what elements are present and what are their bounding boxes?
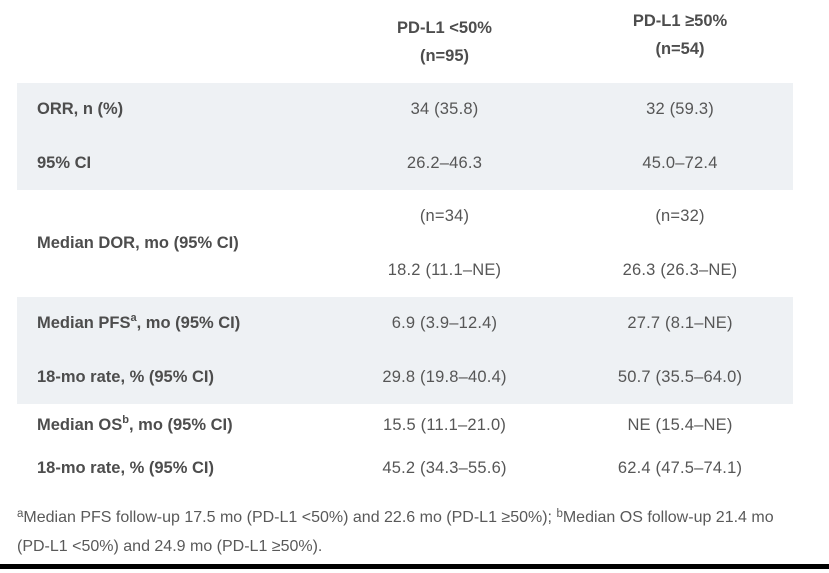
cell-pfs-low: 6.9 (3.9–12.4) [391,314,498,333]
bottom-divider-bar [0,564,829,569]
header-pdl1-low-line2: (n=95) [419,46,470,65]
cell-pfs-high: 27.7 (8.1–NE) [627,314,733,333]
header-pdl1-high: PD-L1 ≥50% (n=54) [567,0,793,76]
footnote-superscript-b: b [556,508,563,520]
header-pdl1-low-line1: PD-L1 <50% [397,18,492,37]
header-pdl1-high-line2: (n=54) [655,39,705,58]
row-label-os-18mo: 18-mo rate, % (95% CI) [37,459,214,477]
cell-pfs-18mo-high: 50.7 (35.5–64.0) [617,367,743,386]
os-label-prefix: Median OS [37,416,123,434]
row-label-pfs: Median PFS a, mo (95% CI) [17,297,322,351]
row-label-pfs-18mo: 18-mo rate, % (95% CI) [37,367,214,386]
section-orr: ORR, n (%) 34 (35.8) 32 (59.3) 95% CI 26… [17,83,793,190]
table-footnote: aMedian PFS follow-up 17.5 mo (PD-L1 <50… [17,490,807,561]
section-pfs: Median PFS a, mo (95% CI) 6.9 (3.9–12.4) … [17,297,793,404]
row-label-os: Median OS b, mo (95% CI) [17,404,322,447]
cell-os-18mo-high: 62.4 (47.5–74.1) [617,459,743,477]
table-header-row: PD-L1 <50% (n=95) PD-L1 ≥50% (n=54) [17,0,793,83]
os-superscript: b [122,413,129,426]
cell-orr-high: 32 (59.3) [646,100,714,119]
section-dor: Median DOR, mo (95% CI) (n=34) (n=32) 18… [17,190,793,297]
header-empty-cell [17,0,322,83]
os-label-suffix: , mo (95% CI) [129,416,233,434]
cell-95ci-low: 26.2–46.3 [406,153,483,172]
cell-os-high: NE (15.4–NE) [627,416,733,434]
row-label-95ci: 95% CI [37,153,92,172]
cell-dor-high: 26.3 (26.3–NE) [622,260,738,279]
header-pdl1-high-line1: PD-L1 ≥50% [632,11,728,30]
pfs-superscript: a [130,311,137,324]
cell-dor-low: 18.2 (11.1–NE) [387,260,502,279]
row-label-orr: ORR, n (%) [37,100,124,119]
cell-os-low: 15.5 (11.1–21.0) [382,416,507,434]
cell-dor-n-low: (n=34) [419,207,470,226]
header-pdl1-low: PD-L1 <50% (n=95) [322,0,567,83]
section-os: Median OS b, mo (95% CI) 15.5 (11.1–21.0)… [17,404,793,490]
pfs-label-prefix: Median PFS [37,314,131,333]
footnote-text-b: Median OS follow-up 21.4 mo (PD-L1 <50%)… [17,509,774,555]
cell-orr-low: 34 (35.8) [410,100,479,119]
cell-os-18mo-low: 45.2 (34.3–55.6) [382,459,507,477]
outcomes-table: PD-L1 <50% (n=95) PD-L1 ≥50% (n=54) ORR,… [17,0,793,490]
footnote-text-a: Median PFS follow-up 17.5 mo (PD-L1 <50%… [23,509,557,526]
footnote-superscript-a: a [17,508,24,520]
cell-pfs-18mo-low: 29.8 (19.8–40.4) [382,367,507,386]
row-label-dor: Median DOR, mo (95% CI) [37,234,239,252]
cell-dor-n-high: (n=32) [655,207,705,226]
cell-95ci-high: 45.0–72.4 [642,153,718,172]
pfs-label-suffix: , mo (95% CI) [136,314,241,333]
